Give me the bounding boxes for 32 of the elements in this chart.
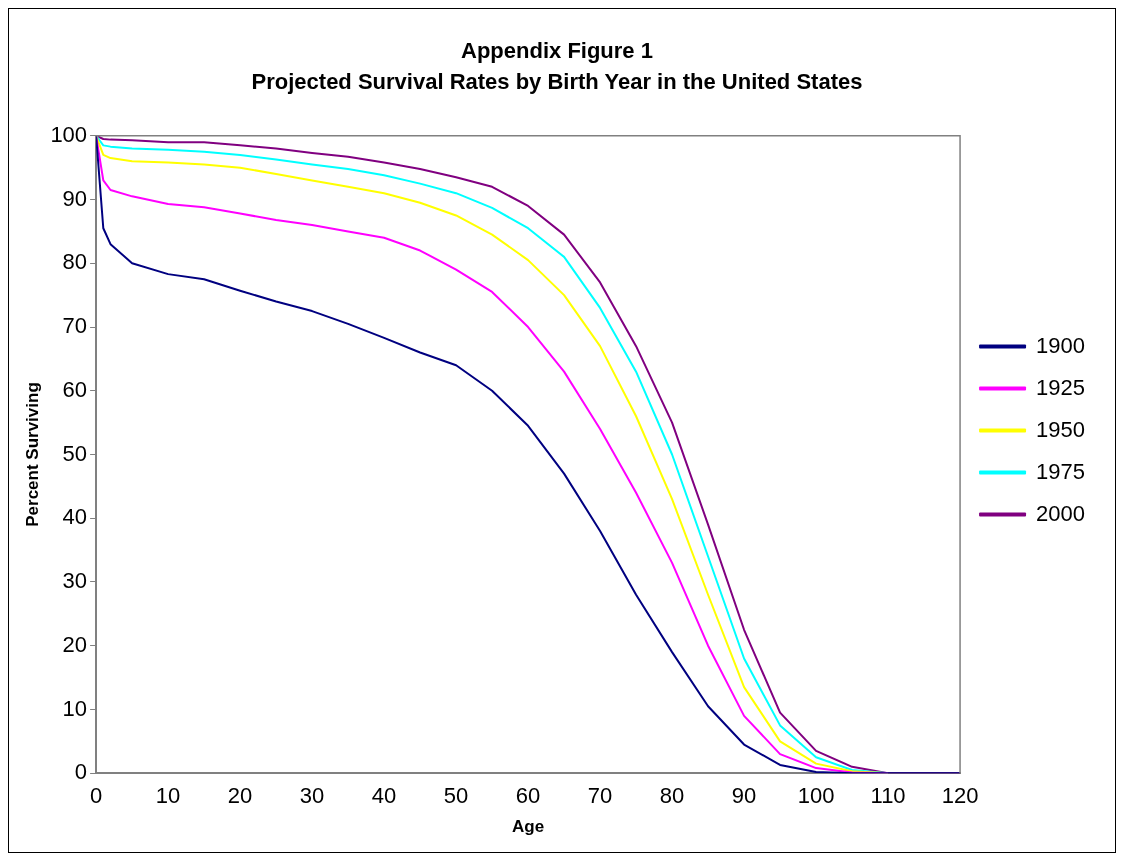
y-tick-label: 10 bbox=[62, 695, 88, 721]
y-tick-label: 90 bbox=[62, 185, 88, 211]
y-tick-label: 40 bbox=[62, 504, 88, 530]
y-tick-label: 70 bbox=[62, 313, 88, 339]
y-tick-label: 50 bbox=[62, 440, 88, 466]
y-axis-title: Percent Surviving bbox=[22, 382, 42, 527]
x-tick-label: 60 bbox=[515, 783, 541, 809]
x-tick-label: 80 bbox=[659, 783, 685, 809]
y-tick-label: 20 bbox=[62, 631, 88, 657]
x-tick-label: 70 bbox=[587, 783, 613, 809]
y-tick-label: 80 bbox=[62, 249, 88, 275]
legend-label: 1925 bbox=[1036, 374, 1086, 400]
y-tick-label: 0 bbox=[74, 759, 88, 785]
chart-subtitle: Projected Survival Rates by Birth Year in the United States bbox=[251, 68, 863, 94]
y-tick-label: 60 bbox=[62, 376, 88, 402]
chart-title: Appendix Figure 1 bbox=[461, 38, 653, 64]
legend-label: 1900 bbox=[1036, 332, 1086, 358]
x-tick-label: 120 bbox=[941, 783, 979, 809]
x-tick-label: 30 bbox=[299, 783, 325, 809]
y-tick-label: 30 bbox=[62, 568, 88, 594]
x-tick-label: 10 bbox=[155, 783, 181, 809]
x-tick-label: 100 bbox=[797, 783, 835, 809]
x-tick-label: 20 bbox=[227, 783, 253, 809]
x-axis-title: Age bbox=[512, 817, 545, 837]
x-tick-label: 50 bbox=[443, 783, 469, 809]
legend-label: 2000 bbox=[1036, 500, 1086, 526]
y-tick-label: 100 bbox=[50, 121, 88, 147]
x-tick-label: 90 bbox=[731, 783, 757, 809]
legend-label: 1950 bbox=[1036, 416, 1086, 442]
x-tick-label: 110 bbox=[870, 783, 906, 809]
x-tick-label: 40 bbox=[371, 783, 397, 809]
legend-label: 1975 bbox=[1036, 458, 1086, 484]
